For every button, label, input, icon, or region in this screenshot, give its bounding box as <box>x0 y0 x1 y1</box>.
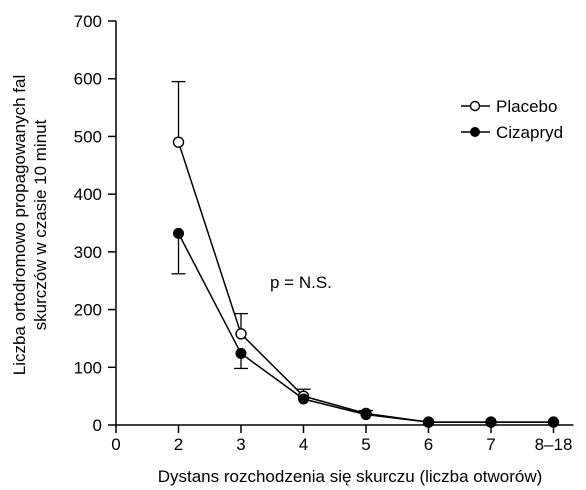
legend-label-placebo: Placebo <box>496 97 557 116</box>
y-tick-label: 500 <box>74 127 102 146</box>
data-point-cizapryd <box>485 416 497 428</box>
x-tick-label: 0 <box>111 435 120 454</box>
y-tick-label: 700 <box>74 12 102 31</box>
x-tick-label: 6 <box>424 435 433 454</box>
x-tick-label: 4 <box>299 435 308 454</box>
x-tick-label: 8–18 <box>535 435 573 454</box>
axes: 0 100 200 300 400 500 600 700 0 2 3 4 5 6 7 8–18 <box>74 12 574 454</box>
series-line-cizapryd <box>177 233 554 423</box>
y-tick-label: 600 <box>74 70 102 89</box>
p-value-annotation: p = N.S. <box>270 273 332 292</box>
y-axis-title-line2: skurczów w czasie 10 minut <box>31 119 50 330</box>
plot-area <box>171 80 560 428</box>
legend: Placebo Cizapryd <box>461 97 563 142</box>
legend-marker-cizapryd <box>470 127 480 137</box>
x-tick-label: 5 <box>361 435 370 454</box>
y-tick-label: 400 <box>74 185 102 204</box>
x-tick-label: 7 <box>486 435 495 454</box>
series-line-placebo <box>177 141 554 423</box>
x-tick-label: 3 <box>236 435 245 454</box>
data-point-placebo <box>235 328 247 340</box>
y-axis-title-line1: Liczba ortodromowo propagowanych fal <box>10 75 29 376</box>
y-axis-title: Liczba ortodromowo propagowanych fal sku… <box>10 75 50 376</box>
data-point-cizapryd <box>548 416 559 428</box>
data-point-cizapryd <box>360 409 372 421</box>
legend-label-cizapryd: Cizapryd <box>496 123 563 142</box>
data-point-placebo <box>172 136 185 148</box>
data-point-cizapryd <box>423 416 434 428</box>
data-point-cizapryd <box>298 393 309 405</box>
y-tick-label: 300 <box>74 243 102 262</box>
x-axis-title: Dystans rozchodzenia się skurczu (liczba… <box>158 467 543 486</box>
y-tick-label: 100 <box>74 358 102 377</box>
data-point-cizapryd <box>173 227 184 239</box>
y-tick-label: 200 <box>74 301 102 320</box>
data-point-cizapryd <box>235 347 247 359</box>
y-tick-label: 0 <box>93 416 102 435</box>
x-tick-label: 2 <box>174 435 183 454</box>
legend-marker-placebo <box>469 100 481 112</box>
